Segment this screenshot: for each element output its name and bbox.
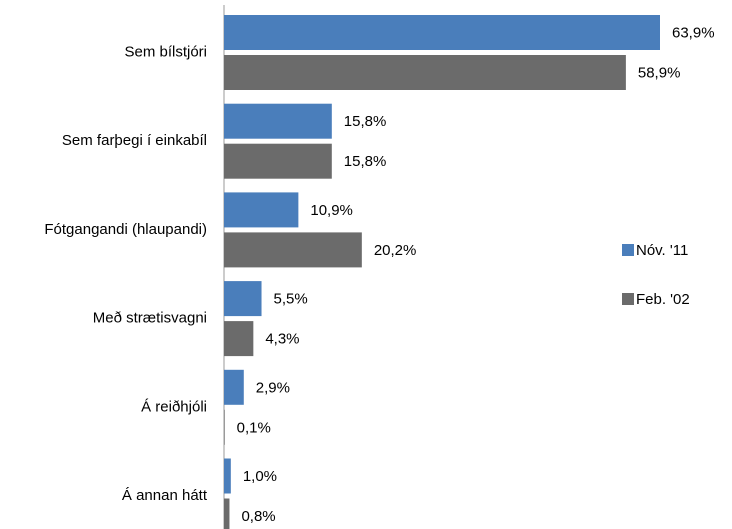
- value-label: 15,8%: [344, 153, 387, 170]
- bar: [224, 192, 299, 228]
- category-label: Sem farþegi í einkabíl: [62, 132, 207, 149]
- bar: [224, 369, 244, 405]
- bar: [224, 143, 332, 179]
- value-label: 58,9%: [638, 64, 681, 81]
- value-label: 1,0%: [243, 468, 277, 485]
- value-label: 0,1%: [237, 419, 271, 436]
- value-label: 10,9%: [310, 202, 353, 219]
- legend-label: Nóv. '11: [636, 242, 688, 259]
- category-label: Með strætisvagni: [93, 310, 207, 327]
- value-label: 15,8%: [344, 113, 387, 130]
- value-label: 20,2%: [374, 242, 417, 259]
- legend-swatch: [622, 244, 634, 256]
- bar: [224, 321, 254, 357]
- bar: [224, 409, 225, 445]
- category-label: Sem bílstjóri: [124, 43, 207, 60]
- value-label: 4,3%: [265, 331, 299, 348]
- value-label: 0,8%: [241, 508, 275, 525]
- bar: [224, 55, 626, 90]
- category-label: Á reiðhjóli: [141, 398, 207, 415]
- value-label: 63,9%: [672, 24, 715, 41]
- value-label: 5,5%: [274, 291, 308, 308]
- bar: [224, 15, 660, 50]
- category-label: Fótgangandi (hlaupandi): [44, 221, 207, 238]
- bar: [224, 281, 262, 317]
- legend-swatch: [622, 293, 634, 305]
- bar: [224, 232, 362, 268]
- bar: [224, 103, 332, 139]
- legend-label: Feb. '02: [636, 291, 690, 308]
- bar: [224, 498, 230, 529]
- category-label: Á annan hátt: [122, 487, 208, 504]
- bar: [224, 458, 231, 494]
- value-label: 2,9%: [256, 379, 290, 396]
